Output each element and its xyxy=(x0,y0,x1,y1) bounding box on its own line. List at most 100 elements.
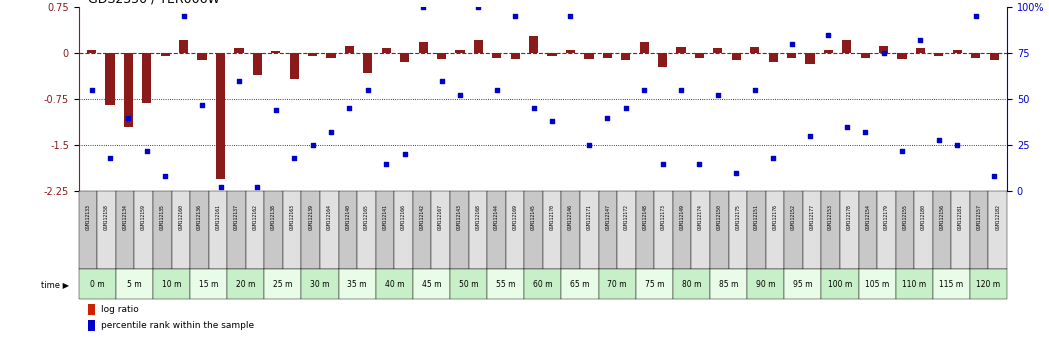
Text: GSM112170: GSM112170 xyxy=(550,204,555,230)
Bar xyxy=(916,48,925,53)
FancyBboxPatch shape xyxy=(896,269,933,299)
Point xyxy=(599,115,616,120)
Bar xyxy=(492,53,501,58)
Text: GDS2350 / YER006W: GDS2350 / YER006W xyxy=(88,0,220,6)
Text: GSM112176: GSM112176 xyxy=(772,204,777,230)
FancyBboxPatch shape xyxy=(115,191,134,269)
Text: GSM112163: GSM112163 xyxy=(290,204,295,230)
FancyBboxPatch shape xyxy=(970,191,988,269)
FancyBboxPatch shape xyxy=(599,269,636,299)
FancyBboxPatch shape xyxy=(691,191,710,269)
Text: 25 m: 25 m xyxy=(273,280,293,289)
Text: 75 m: 75 m xyxy=(644,280,664,289)
FancyBboxPatch shape xyxy=(190,191,209,269)
Bar xyxy=(860,53,870,58)
Point xyxy=(875,50,892,56)
Text: GSM112169: GSM112169 xyxy=(513,204,517,230)
FancyBboxPatch shape xyxy=(617,191,636,269)
Bar xyxy=(88,320,95,331)
Point xyxy=(323,130,340,135)
Text: time ▶: time ▶ xyxy=(41,280,69,289)
Point xyxy=(212,185,229,190)
Text: 85 m: 85 m xyxy=(719,280,738,289)
Bar xyxy=(879,46,889,53)
Point xyxy=(728,170,745,176)
Text: GSM112135: GSM112135 xyxy=(159,204,165,230)
Bar xyxy=(898,53,906,59)
Point xyxy=(949,142,966,148)
Point xyxy=(691,161,708,166)
Text: GSM112167: GSM112167 xyxy=(438,204,444,230)
Text: percentile rank within the sample: percentile rank within the sample xyxy=(101,321,254,330)
FancyBboxPatch shape xyxy=(988,191,1007,269)
FancyBboxPatch shape xyxy=(655,191,672,269)
Bar xyxy=(548,53,557,56)
Text: GSM112155: GSM112155 xyxy=(902,204,907,230)
Point xyxy=(618,105,635,111)
FancyBboxPatch shape xyxy=(301,191,320,269)
FancyBboxPatch shape xyxy=(970,269,1007,299)
Bar xyxy=(437,53,446,59)
Text: GSM112175: GSM112175 xyxy=(735,204,741,230)
FancyBboxPatch shape xyxy=(469,191,487,269)
Text: GSM112166: GSM112166 xyxy=(401,204,406,230)
Text: GSM112150: GSM112150 xyxy=(716,204,722,230)
Point xyxy=(120,115,136,120)
FancyBboxPatch shape xyxy=(172,191,190,269)
Bar xyxy=(640,42,648,53)
Point xyxy=(102,155,119,161)
Point xyxy=(507,13,523,19)
Text: 55 m: 55 m xyxy=(496,280,515,289)
Bar xyxy=(105,53,114,105)
Text: GSM112147: GSM112147 xyxy=(605,204,611,230)
Point xyxy=(470,4,487,10)
FancyBboxPatch shape xyxy=(209,191,228,269)
Text: GSM112158: GSM112158 xyxy=(104,204,109,230)
Point xyxy=(138,148,155,154)
Point xyxy=(526,105,542,111)
Point xyxy=(912,38,928,43)
Point xyxy=(304,142,321,148)
FancyBboxPatch shape xyxy=(524,269,561,299)
Text: 60 m: 60 m xyxy=(533,280,553,289)
FancyBboxPatch shape xyxy=(413,269,450,299)
FancyBboxPatch shape xyxy=(450,191,469,269)
Bar xyxy=(677,47,686,53)
Bar xyxy=(694,53,704,58)
FancyBboxPatch shape xyxy=(283,191,301,269)
Point xyxy=(249,185,265,190)
Point xyxy=(580,142,597,148)
Point xyxy=(562,13,579,19)
FancyBboxPatch shape xyxy=(561,269,599,299)
Text: GSM112140: GSM112140 xyxy=(345,204,350,230)
Text: GSM112137: GSM112137 xyxy=(234,204,239,230)
FancyBboxPatch shape xyxy=(914,191,933,269)
FancyBboxPatch shape xyxy=(672,269,710,299)
FancyBboxPatch shape xyxy=(636,191,655,269)
Bar xyxy=(511,53,520,59)
FancyBboxPatch shape xyxy=(599,191,617,269)
FancyBboxPatch shape xyxy=(506,191,524,269)
Bar xyxy=(234,48,243,53)
FancyBboxPatch shape xyxy=(821,269,858,299)
Text: GSM112171: GSM112171 xyxy=(586,204,592,230)
FancyBboxPatch shape xyxy=(245,191,264,269)
Text: GSM112152: GSM112152 xyxy=(791,204,796,230)
Text: GSM112134: GSM112134 xyxy=(123,204,128,230)
Text: 35 m: 35 m xyxy=(347,280,367,289)
Bar xyxy=(823,50,833,53)
Point xyxy=(655,161,671,166)
FancyBboxPatch shape xyxy=(858,269,896,299)
FancyBboxPatch shape xyxy=(357,191,376,269)
Text: GSM112174: GSM112174 xyxy=(699,204,703,230)
Point xyxy=(397,152,413,157)
FancyBboxPatch shape xyxy=(766,191,785,269)
FancyBboxPatch shape xyxy=(951,191,970,269)
Bar xyxy=(363,53,372,73)
Text: GSM112157: GSM112157 xyxy=(977,204,982,230)
Bar xyxy=(345,46,355,53)
Text: 105 m: 105 m xyxy=(865,280,890,289)
Point xyxy=(672,87,689,93)
Point xyxy=(838,124,855,130)
FancyBboxPatch shape xyxy=(747,269,785,299)
